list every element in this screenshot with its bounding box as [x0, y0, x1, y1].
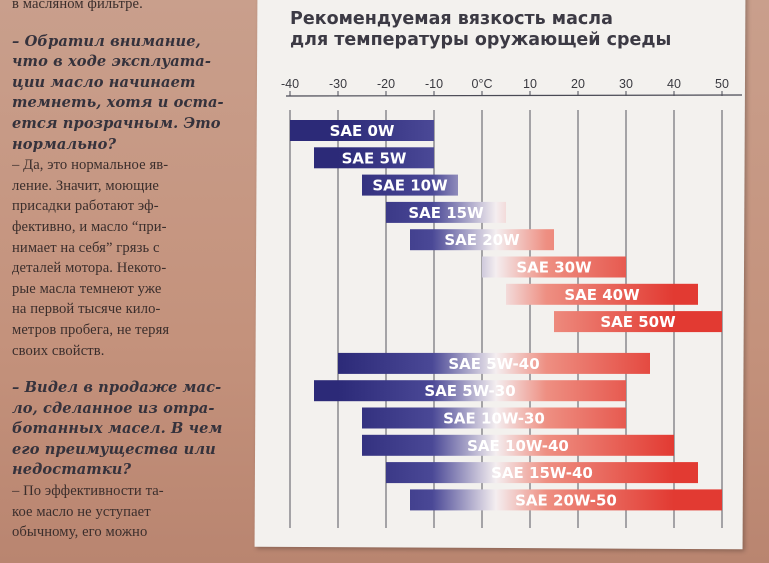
bar-label: SAE 15W-40	[491, 464, 593, 482]
bar-sae-20w-50	[410, 489, 722, 511]
bar-sae-40w	[506, 283, 698, 305]
question-line: ло, сделанное из отра-	[12, 399, 215, 417]
x-tick-label: 20	[571, 77, 585, 91]
x-tick-label: 50	[715, 77, 729, 91]
bar-sae-15w	[386, 201, 506, 223]
bar-sae-5w-40	[338, 352, 650, 374]
x-tick-label: -10	[425, 77, 443, 91]
answer-line: рые масла темнеют уже	[12, 280, 162, 297]
bar-sae-5w	[314, 147, 434, 169]
answer-line: ление. Значит, моющие	[12, 177, 159, 194]
bar-sae-10w	[362, 174, 458, 196]
bar-label: SAE 20W-50	[515, 491, 617, 509]
answer-line: обычному, его можно	[12, 524, 148, 541]
answer-line: – По эффективности та-	[12, 483, 164, 500]
x-tick-label: 30	[619, 77, 633, 91]
bar-sae-5w-30	[314, 380, 626, 402]
bar-label: SAE 20W	[444, 231, 520, 249]
question-line: ется прозрачным. Это	[12, 114, 221, 132]
question-line: ции масло начинает	[12, 73, 196, 91]
bar-label: SAE 10W-40	[467, 437, 569, 455]
bar-label: SAE 5W-40	[448, 355, 539, 373]
question-line: темнеть, хотя и оста-	[12, 94, 224, 112]
bar-label: SAE 10W-30	[443, 410, 545, 428]
chart-title-line-1: Рекомендуемая вязкость масла	[290, 9, 613, 29]
question-line: нормально?	[12, 135, 117, 153]
x-tick-label: 10	[523, 77, 537, 91]
bar-sae-10w-40	[362, 434, 674, 456]
question-line: ботанных масел. В чем	[12, 420, 223, 438]
chart-bars: SAE 0W SAE 5W SAE 10W SAE 15W SAE 20W SAE 30W…	[290, 120, 722, 511]
answer-line: – Да, это нормальное яв-	[12, 157, 169, 174]
question-line: что в ходе эксплуата-	[12, 53, 212, 71]
x-tick-label: -40	[281, 77, 299, 91]
bar-label: SAE 10W	[372, 177, 448, 195]
article-text-line: в масляном фильтре.	[12, 0, 143, 12]
bar-sae-15w-40	[386, 462, 698, 484]
answer-line: на первой тысяче кило-	[12, 301, 161, 318]
question-line: его преимущества или	[12, 440, 216, 458]
answer-line: своих свойств.	[12, 342, 105, 359]
bar-sae-50w	[554, 311, 722, 333]
answer-line: метров пробега, не теряя	[12, 321, 170, 338]
article-column: в масляном фильтре. – Обратил внимание, чт…	[12, 0, 248, 543]
question-line: недостатки?	[12, 461, 132, 479]
bar-label: SAE 0W	[330, 122, 395, 140]
x-tick-label: 0°C	[472, 77, 493, 91]
bar-label: SAE 30W	[516, 259, 592, 277]
chart-title-line-2: для температуры оружающей среды	[290, 30, 672, 50]
bar-sae-30w	[482, 256, 626, 278]
answer-line: кое масло не уступает	[12, 503, 151, 520]
bar-sae-10w-30	[362, 407, 626, 429]
x-axis-ticks: -40 -30 -20 -10 0°C 10 20 30 40 50	[281, 77, 729, 96]
answer-line: нимает на себя” грязь с	[12, 239, 160, 256]
question-line: – Видел в продаже мас-	[12, 379, 222, 397]
x-tick-label: -20	[377, 77, 395, 91]
answer-line: присадки работают эф-	[12, 198, 159, 215]
bar-label: SAE 5W-30	[424, 382, 515, 400]
bar-sae-0w	[290, 120, 434, 141]
x-axis-line	[285, 94, 743, 97]
answer-line: деталей мотора. Некото-	[12, 260, 167, 277]
question-line: – Обратил внимание,	[12, 32, 201, 50]
bar-sae-20w	[410, 229, 554, 251]
bar-label: SAE 15W	[408, 204, 484, 222]
chart-title: Рекомендуемая вязкость масла для темпера…	[290, 9, 710, 51]
x-tick-label: 40	[667, 77, 681, 91]
bar-label: SAE 50W	[600, 313, 676, 331]
answer-line: фективно, и масло “при-	[12, 218, 167, 235]
x-tick-label: -30	[329, 77, 347, 91]
bar-label: SAE 40W	[564, 286, 640, 304]
bar-label: SAE 5W	[342, 149, 407, 167]
